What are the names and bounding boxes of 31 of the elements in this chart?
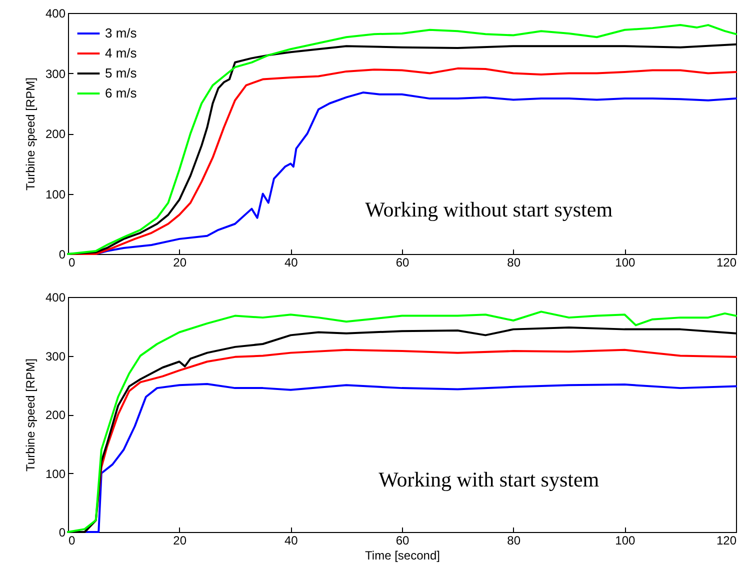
x-tick-label: 0 — [68, 256, 76, 270]
x-tick-label: 100 — [615, 534, 636, 548]
legend-label: 4 m/s — [105, 46, 138, 60]
x-tick-label: 80 — [507, 256, 521, 270]
x-tick-label: 120 — [716, 534, 737, 548]
legend-label: 3 m/s — [105, 26, 138, 40]
x-tick-label: 20 — [173, 256, 187, 270]
x-tick-label: 20 — [173, 534, 187, 548]
y-tick-label: 300 — [45, 349, 66, 364]
legend-label: 6 m/s — [105, 86, 138, 100]
x-tick-label: 40 — [284, 256, 298, 270]
y-axis-title: Turbine speed [RPM] — [23, 358, 38, 472]
x-tick-label: 60 — [396, 256, 410, 270]
x-tick-label: 80 — [507, 534, 521, 548]
legend-label: 5 m/s — [105, 66, 138, 80]
x-tick-label: 0 — [68, 534, 76, 548]
annotation: Working with start system — [378, 467, 600, 492]
y-tick-label: 100 — [45, 466, 66, 481]
x-tick-label: 100 — [615, 256, 636, 270]
y-tick-label: 100 — [45, 187, 66, 202]
annotation: Working without start system — [365, 198, 613, 222]
y-tick-label: 300 — [45, 66, 66, 81]
y-axis-title: Turbine speed [RPM] — [23, 78, 38, 190]
y-tick-label: 400 — [45, 6, 66, 20]
x-tick-label: 40 — [284, 534, 298, 548]
x-axis-title: Time [second] — [365, 548, 440, 562]
y-tick-label: 200 — [45, 408, 66, 422]
y-tick-label: 400 — [45, 290, 66, 304]
x-tick-label: 120 — [716, 256, 737, 270]
x-tick-label: 60 — [396, 534, 410, 548]
y-tick-label: 200 — [45, 127, 66, 141]
